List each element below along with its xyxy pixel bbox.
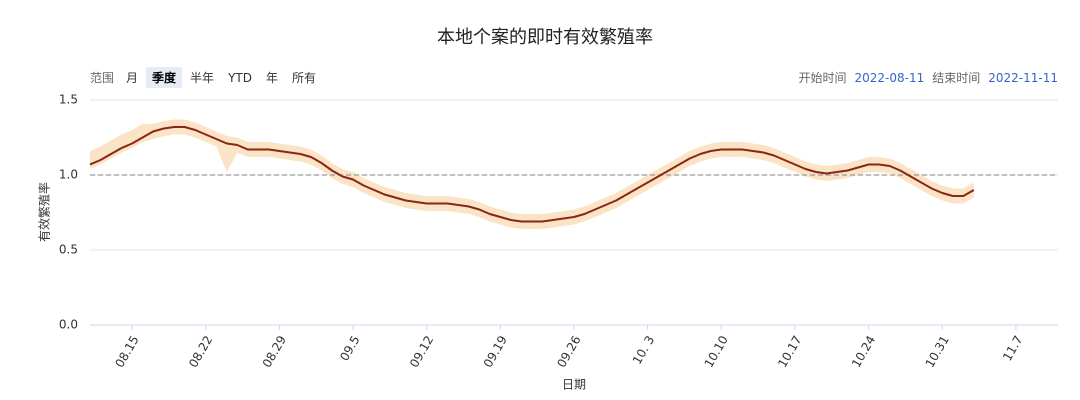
x-tick-label: 09.12 [407, 333, 436, 370]
date-range: 开始时间 2022-08-11 结束时间 2022-11-11 [798, 69, 1058, 86]
y-tick-label: 0.5 [59, 243, 78, 257]
x-tick-label: 10.31 [923, 333, 952, 370]
toolbar: 范围 月季度 半年 YTD 年所有 [90, 67, 322, 88]
range-button[interactable]: 年 [265, 71, 278, 85]
x-tick-label: 10. 3 [630, 333, 657, 366]
range-button[interactable]: 所有 [291, 71, 316, 85]
x-tick-label: 11.7 [1000, 333, 1025, 363]
x-tick-label: 09.19 [481, 333, 510, 370]
y-tick-label: 1.0 [59, 168, 78, 182]
end-date[interactable]: 2022-11-11 [988, 71, 1058, 85]
range-button[interactable]: YTD [228, 70, 252, 85]
start-date[interactable]: 2022-08-11 [854, 71, 925, 85]
range-button[interactable]: 半年 [190, 71, 215, 85]
x-axis-label: 日期 [562, 378, 586, 392]
range-button[interactable]: 季度 [146, 67, 183, 88]
x-tick-label: 08.29 [260, 333, 289, 370]
start-label: 开始时间 [798, 71, 847, 85]
x-tick-label: 10.10 [702, 333, 731, 370]
x-tick-label: 10.24 [849, 333, 878, 370]
y-axis-label: 有效繁殖率 [37, 182, 52, 242]
x-tick-label: 09.5 [337, 333, 362, 363]
confidence-band [90, 119, 974, 229]
range-button[interactable]: 月 [126, 71, 139, 85]
x-tick-label: 10.17 [775, 333, 804, 370]
chart-title: 本地个案的即时有效繁殖率 [437, 26, 653, 48]
x-tick-label: 08.15 [112, 333, 141, 370]
y-tick-label: 1.5 [59, 93, 78, 107]
y-tick-label: 0.0 [59, 318, 78, 332]
range-label: 范围 [90, 71, 115, 85]
x-tick-label: 09.26 [554, 333, 583, 370]
end-label: 结束时间 [932, 71, 981, 85]
x-tick-label: 08.22 [186, 333, 215, 370]
line [89, 126, 975, 223]
